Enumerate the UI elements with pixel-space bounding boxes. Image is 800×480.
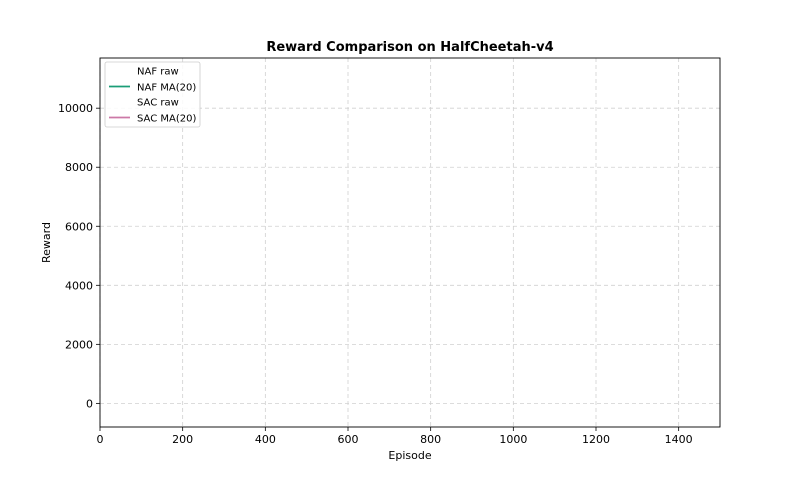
x-axis-ticks: 0 200 400 600 800 1000 1200 1400	[97, 427, 693, 446]
y-tick-label: 4000	[65, 279, 93, 292]
legend-entry-label: SAC MA(20)	[137, 114, 196, 125]
x-tick-label: 0	[97, 433, 104, 446]
x-tick-label: 400	[255, 433, 276, 446]
x-axis-label: Episode	[388, 449, 431, 462]
chart-title: Reward Comparison on HalfCheetah-v4	[266, 40, 553, 55]
x-tick-label: 200	[172, 433, 193, 446]
legend-entry-label: NAF raw	[137, 67, 179, 78]
legend-box	[104, 61, 201, 128]
legend: NAF raw NAF MA(20) SAC raw SAC MA(20)	[104, 61, 201, 128]
legend-entry-label: SAC raw	[137, 98, 179, 109]
y-tick-label: 10000	[58, 102, 93, 115]
legend-entry-label: NAF MA(20)	[137, 83, 196, 94]
x-tick-label: 1200	[582, 433, 610, 446]
y-tick-label: 2000	[65, 338, 93, 351]
y-tick-label: 8000	[65, 161, 93, 174]
plot-frame	[99, 57, 721, 428]
grid	[99, 58, 720, 427]
x-tick-label: 1000	[499, 433, 527, 446]
x-tick-label: 800	[420, 433, 441, 446]
x-tick-label: 1400	[665, 433, 693, 446]
x-tick-label: 600	[338, 433, 359, 446]
y-axis-ticks: 0 2000 4000 6000 8000 10000	[58, 102, 100, 410]
y-tick-label: 0	[86, 397, 93, 410]
y-tick-label: 6000	[65, 220, 93, 233]
y-axis-label: Reward	[40, 222, 53, 263]
